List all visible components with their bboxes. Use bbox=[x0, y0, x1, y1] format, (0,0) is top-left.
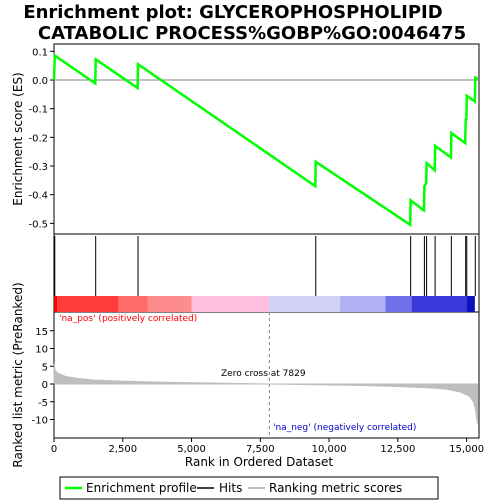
es-y-axis: 0.1 0.0 -0.1 -0.2 -0.3 -0.4 -0.5 bbox=[28, 47, 54, 230]
es-y-tick-label: -0.4 bbox=[28, 191, 48, 202]
rank-color-segment bbox=[57, 296, 119, 312]
metric-y-axis: 15 10 5 0 -5 -10 bbox=[32, 327, 54, 427]
es-y-tick-label: -0.1 bbox=[28, 105, 48, 116]
x-axis-label: Rank in Ordered Dataset bbox=[185, 455, 333, 469]
metric-y-tick-label: -10 bbox=[32, 416, 48, 427]
es-y-axis-label: Enrichment score (ES) bbox=[11, 72, 25, 205]
rank-color-bar bbox=[54, 296, 475, 312]
legend-label-metric: Ranking metric scores bbox=[269, 481, 402, 495]
rank-color-segment bbox=[411, 296, 467, 312]
es-y-tick-label: 0.1 bbox=[32, 47, 48, 58]
chart-title-line-2: CATABOLIC PROCESS%GOBP%GO:0046475 bbox=[38, 23, 466, 44]
x-tick-label: 12,500 bbox=[380, 444, 415, 455]
es-y-tick-label: -0.5 bbox=[28, 219, 48, 230]
rank-color-segment bbox=[340, 296, 386, 312]
x-tick-label: 5,000 bbox=[177, 444, 206, 455]
metric-y-tick-label: 15 bbox=[35, 327, 48, 338]
legend-label-enrichment: Enrichment profile bbox=[86, 481, 197, 495]
metric-y-tick-label: 5 bbox=[42, 362, 48, 373]
ranking-metric-area bbox=[53, 364, 479, 424]
hit-markers bbox=[54, 236, 476, 296]
rank-color-segment bbox=[269, 296, 341, 312]
rank-color-segment bbox=[385, 296, 412, 312]
metric-y-tick-label: 10 bbox=[35, 345, 48, 356]
rank-color-segment bbox=[147, 296, 192, 312]
enrichment-profile-line bbox=[52, 53, 479, 228]
rank-color-segment bbox=[466, 296, 475, 312]
metric-y-axis-label: Ranked list metric (PreRanked) bbox=[11, 282, 25, 467]
chart-title-line-1: Enrichment plot: GLYCEROPHOSPHOLIPID bbox=[23, 2, 442, 23]
x-tick-label: 2,500 bbox=[108, 444, 137, 455]
metric-y-tick-label: -5 bbox=[38, 398, 48, 409]
negative-correlation-label: 'na_neg' (negatively correlated) bbox=[273, 423, 416, 433]
metric-y-tick-label: 0 bbox=[42, 380, 48, 391]
es-y-tick-label: 0.0 bbox=[32, 76, 48, 87]
positive-correlation-label: 'na_pos' (positively correlated) bbox=[59, 314, 197, 324]
rank-color-segment bbox=[54, 296, 58, 312]
legend-label-hits: Hits bbox=[219, 481, 242, 495]
rank-color-segment bbox=[118, 296, 148, 312]
es-panel-frame bbox=[53, 43, 480, 235]
x-tick-label: 15,000 bbox=[449, 444, 484, 455]
x-tick-label: 7,500 bbox=[246, 444, 275, 455]
x-tick-label: 0 bbox=[51, 444, 57, 455]
metric-x-axis: 0 2,500 5,000 7,500 10,000 12,500 15,000 bbox=[51, 438, 484, 455]
es-y-tick-label: -0.3 bbox=[28, 162, 48, 173]
es-y-tick-label: -0.2 bbox=[28, 133, 48, 144]
rank-color-segment bbox=[191, 296, 270, 312]
zero-cross-annotation: Zero cross at 7829 bbox=[221, 369, 306, 379]
x-tick-label: 10,000 bbox=[312, 444, 347, 455]
